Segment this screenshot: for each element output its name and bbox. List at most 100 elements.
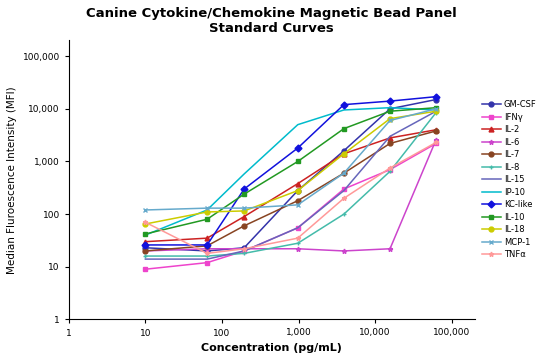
MCP-1 xyxy=(241,206,247,210)
IL-18 xyxy=(204,210,211,214)
GM-CSF xyxy=(387,107,393,111)
KC-like xyxy=(204,243,211,247)
IL-7 xyxy=(204,244,211,248)
IL-18 xyxy=(341,152,347,156)
IL-7 xyxy=(142,249,149,253)
IL-6 xyxy=(387,247,393,251)
MCP-1 xyxy=(294,203,301,207)
IL-18 xyxy=(241,209,247,213)
IL-8 xyxy=(241,251,247,256)
IL-8 xyxy=(387,169,393,174)
TNFα xyxy=(204,251,211,256)
IP-10 xyxy=(433,108,439,112)
KC-like xyxy=(241,187,247,191)
MCP-1 xyxy=(142,208,149,212)
GM-CSF xyxy=(241,246,247,250)
IP-10 xyxy=(341,108,347,112)
IP-10 xyxy=(204,208,211,212)
IL-8 xyxy=(204,254,211,258)
IL-8 xyxy=(341,212,347,216)
IL-18 xyxy=(142,222,149,226)
IL-2 xyxy=(241,215,247,219)
IL-7 xyxy=(341,171,347,175)
GM-CSF xyxy=(204,249,211,253)
IL-6 xyxy=(142,249,149,253)
IL-6 xyxy=(433,138,439,142)
IL-2 xyxy=(341,152,347,156)
IFNγ xyxy=(204,261,211,265)
TNFα xyxy=(142,220,149,224)
Line: IL-7: IL-7 xyxy=(143,129,439,253)
IL-2 xyxy=(387,136,393,140)
Line: MCP-1: MCP-1 xyxy=(143,106,439,212)
IL-8 xyxy=(142,254,149,258)
Title: Canine Cytokine/Chemokine Magnetic Bead Panel
Standard Curves: Canine Cytokine/Chemokine Magnetic Bead … xyxy=(86,7,457,35)
TNFα xyxy=(294,236,301,240)
IL-7 xyxy=(433,129,439,133)
IP-10 xyxy=(142,233,149,237)
IL-15 xyxy=(142,257,149,261)
IL-10 xyxy=(387,109,393,113)
Line: IL-6: IL-6 xyxy=(143,137,439,253)
KC-like xyxy=(387,99,393,103)
Line: GM-CSF: GM-CSF xyxy=(143,97,439,253)
IFNγ xyxy=(294,226,301,230)
IL-7 xyxy=(294,198,301,203)
Line: IL-18: IL-18 xyxy=(143,109,439,226)
MCP-1 xyxy=(433,107,439,111)
KC-like xyxy=(142,243,149,247)
GM-CSF xyxy=(142,246,149,250)
TNFα xyxy=(341,196,347,201)
IL-8 xyxy=(294,241,301,246)
IL-2 xyxy=(294,181,301,186)
Line: KC-like: KC-like xyxy=(143,94,439,247)
IL-7 xyxy=(387,141,393,145)
IP-10 xyxy=(241,172,247,176)
Line: IL-15: IL-15 xyxy=(146,111,436,259)
IL-10 xyxy=(433,105,439,110)
KC-like xyxy=(433,95,439,99)
IP-10 xyxy=(294,122,301,127)
IFNγ xyxy=(241,249,247,253)
Line: IP-10: IP-10 xyxy=(146,108,436,235)
GM-CSF xyxy=(294,188,301,193)
IL-6 xyxy=(294,247,301,251)
IL-15 xyxy=(294,226,301,230)
IL-10 xyxy=(142,232,149,236)
IL-18 xyxy=(387,117,393,121)
IL-10 xyxy=(341,126,347,131)
IL-15 xyxy=(204,257,211,261)
IL-8 xyxy=(433,111,439,115)
X-axis label: Concentration (pg/mL): Concentration (pg/mL) xyxy=(201,343,342,353)
TNFα xyxy=(433,140,439,145)
IFNγ xyxy=(341,187,347,191)
Line: IL-2: IL-2 xyxy=(143,127,439,244)
MCP-1 xyxy=(204,206,211,210)
IL-6 xyxy=(204,247,211,251)
TNFα xyxy=(241,247,247,251)
IL-7 xyxy=(241,224,247,228)
IL-15 xyxy=(387,134,393,139)
IL-2 xyxy=(204,236,211,240)
IL-6 xyxy=(241,247,247,251)
IL-2 xyxy=(433,127,439,132)
Y-axis label: Median Fluroescence Intensity (MFI): Median Fluroescence Intensity (MFI) xyxy=(7,86,17,274)
Line: IL-10: IL-10 xyxy=(143,105,439,237)
IL-10 xyxy=(241,192,247,196)
TNFα xyxy=(387,166,393,170)
IL-10 xyxy=(204,217,211,221)
MCP-1 xyxy=(341,171,347,175)
GM-CSF xyxy=(433,97,439,102)
Line: IL-8: IL-8 xyxy=(143,110,439,258)
IL-6 xyxy=(341,249,347,253)
Line: IFNγ: IFNγ xyxy=(143,141,439,272)
IFNγ xyxy=(142,267,149,271)
IL-18 xyxy=(433,109,439,113)
IL-15 xyxy=(433,109,439,113)
IFNγ xyxy=(387,167,393,172)
IP-10 xyxy=(387,105,393,110)
IL-2 xyxy=(142,239,149,244)
IL-10 xyxy=(294,159,301,164)
IL-15 xyxy=(241,249,247,253)
Line: TNFα: TNFα xyxy=(143,140,439,256)
